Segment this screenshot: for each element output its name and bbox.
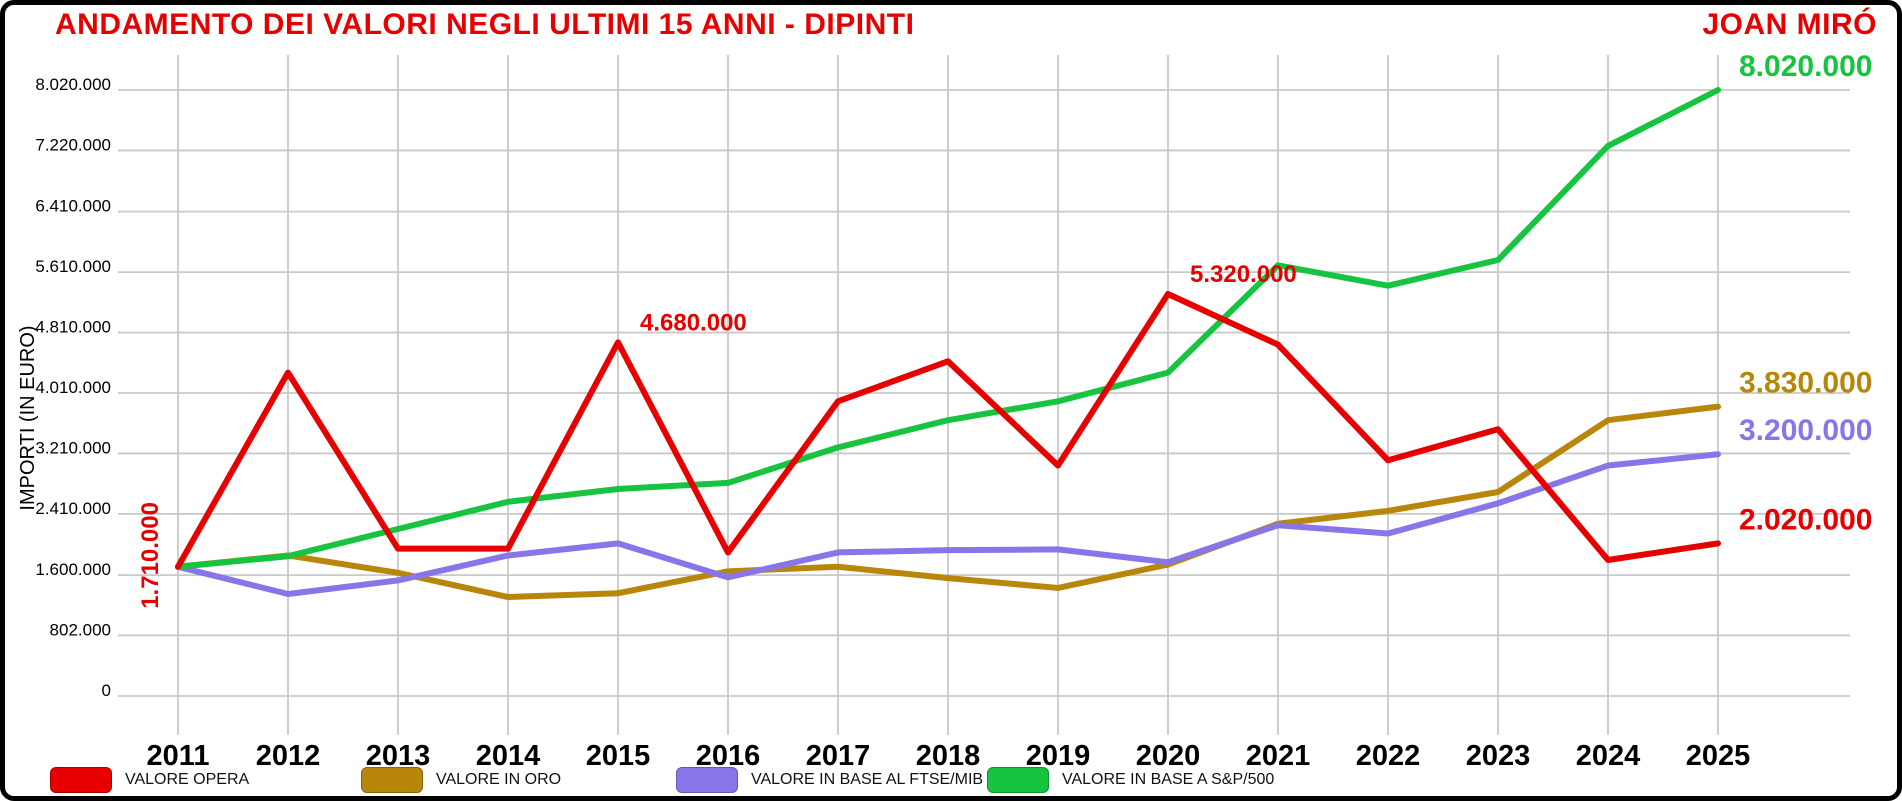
series-line-valore-in-oro <box>175 403 1721 601</box>
series-end-label: 8.020.000 <box>1739 50 1872 83</box>
artist-title: JOAN MIRÓ <box>1702 8 1877 41</box>
series-line-valore-in-base-al-ftse-mib <box>175 451 1721 597</box>
x-tick-label: 2015 <box>586 740 651 772</box>
x-tick-label: 2020 <box>1136 740 1201 772</box>
x-tick-label: 2023 <box>1466 740 1531 772</box>
legend-item-valore-opera: VALORE OPERA <box>50 767 249 793</box>
x-tick-label: 2011 <box>147 740 210 772</box>
data-label: 4.680.000 <box>640 309 747 336</box>
y-tick-label: 5.610.000 <box>35 257 111 276</box>
y-tick-label: 2.410.000 <box>35 499 111 518</box>
legend-label: VALORE IN BASE A S&P/500 <box>1062 771 1275 788</box>
series-end-label: 3.200.000 <box>1739 414 1872 447</box>
series-line-valore-in-base-a-s-p-500 <box>175 87 1721 570</box>
y-axis-title: IMPORTI (IN EURO) <box>17 325 39 510</box>
legend-item-valore-in-base-al-ftse-mib: VALORE IN BASE AL FTSE/MIB <box>676 767 983 793</box>
y-tick-label: 7.220.000 <box>35 135 111 154</box>
page-title: ANDAMENTO DEI VALORI NEGLI ULTIMI 15 ANN… <box>55 8 915 41</box>
chart-legend: VALORE OPERA VALORE IN ORO VALORE IN BASE … <box>5 761 1897 796</box>
y-tick-label: 1.600.000 <box>35 560 111 579</box>
x-tick-label: 2013 <box>366 740 431 772</box>
y-tick-label: 0 <box>102 681 111 700</box>
series-end-label: 2.020.000 <box>1739 503 1872 536</box>
legend-color-chip <box>361 767 423 793</box>
legend-label: VALORE IN BASE AL FTSE/MIB <box>751 771 984 788</box>
y-tick-label: 4.010.000 <box>35 378 111 397</box>
x-tick-label: 2018 <box>916 740 981 772</box>
legend-item-valore-in-oro: VALORE IN ORO <box>361 767 561 793</box>
data-label: 5.320.000 <box>1190 261 1297 288</box>
series-end-label: 3.830.000 <box>1739 367 1872 400</box>
x-tick-label: 2025 <box>1686 740 1751 772</box>
x-tick-label: 2021 <box>1246 740 1311 772</box>
legend-color-chip <box>50 767 112 793</box>
legend-item-valore-in-base-a-s-p-500: VALORE IN BASE A S&P/500 <box>987 767 1274 793</box>
y-tick-label: 6.410.000 <box>35 197 111 216</box>
legend-label: VALORE IN ORO <box>436 771 562 788</box>
x-tick-label: 2024 <box>1576 740 1641 772</box>
x-tick-label: 2017 <box>806 740 871 772</box>
y-tick-label: 3.210.000 <box>35 438 111 457</box>
line-chart: 0 802.000 1.600.000 2.410.000 3.210.000 4.010… <box>17 50 1872 772</box>
x-tick-label: 2016 <box>696 740 761 772</box>
data-label: 1.710.000 <box>137 502 164 609</box>
legend-color-chip <box>987 767 1049 793</box>
y-tick-label: 8.020.000 <box>35 75 111 94</box>
x-tick-label: 2014 <box>476 740 541 772</box>
y-tick-label: 4.810.000 <box>35 318 111 337</box>
x-tick-label: 2019 <box>1026 740 1091 772</box>
legend-label: VALORE OPERA <box>125 771 250 788</box>
x-tick-label: 2022 <box>1356 740 1421 772</box>
legend-color-chip <box>676 767 738 793</box>
series-line-valore-opera <box>175 291 1721 570</box>
x-tick-label: 2012 <box>256 740 321 772</box>
y-tick-label: 802.000 <box>50 620 111 639</box>
